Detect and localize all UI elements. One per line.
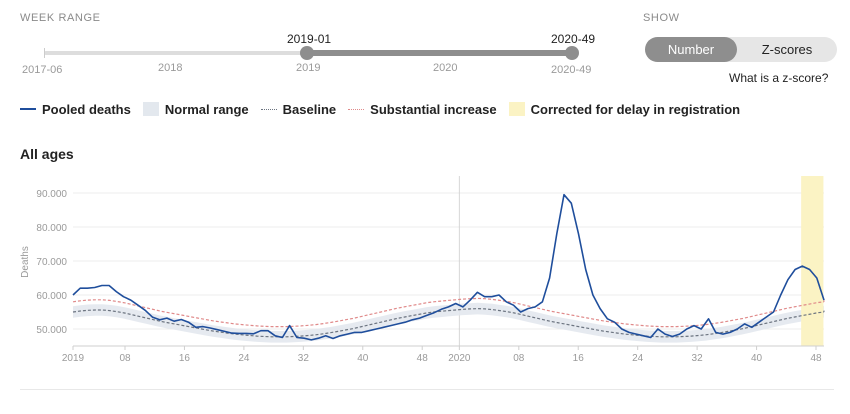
y-axis-label: Deaths	[20, 246, 31, 278]
week-range-title: WEEK RANGE	[20, 12, 101, 24]
x-tick-label: 08	[119, 353, 131, 364]
x-tick-label: 08	[513, 353, 525, 364]
legend-item-normal[interactable]: Normal range	[142, 101, 249, 117]
x-tick-label: 16	[179, 353, 191, 364]
corrected-swatch	[508, 102, 525, 116]
x-tick-label: 16	[573, 353, 585, 364]
normal-range-band	[73, 302, 824, 343]
corrected-region	[801, 176, 824, 346]
chart-title: All ages	[20, 146, 74, 162]
corrected-region-rect	[801, 176, 824, 346]
slider-handle-start[interactable]	[300, 46, 314, 60]
toggle-number-button[interactable]: Number	[645, 37, 737, 62]
legend-item-corrected[interactable]: Corrected for delay in registration	[508, 101, 741, 117]
legend-label-baseline: Baseline	[282, 101, 337, 117]
slider-selected-range[interactable]	[307, 50, 572, 56]
slider-min-tick	[44, 48, 45, 58]
x-tick-label: 2019	[62, 353, 85, 364]
x-tick-label: 32	[298, 353, 310, 364]
normal-range-area	[73, 302, 824, 343]
x-tick-label: 40	[357, 353, 369, 364]
x-tick-label: 24	[632, 353, 644, 364]
pooled-deaths-line	[72, 193, 825, 341]
slider-handle-end[interactable]	[565, 46, 579, 60]
legend-item-pooled[interactable]: Pooled deaths	[20, 102, 131, 117]
x-tick-label: 48	[810, 353, 822, 364]
chart-axes: 50.000 60.000 70.000 80.000 90.000 2019 08 16 24…	[36, 189, 824, 364]
baseline-line	[72, 307, 825, 338]
y-tick-label: 60.000	[36, 291, 67, 302]
slider-year-tick-2020: 2020	[433, 62, 458, 74]
legend-label-pooled: Pooled deaths	[42, 101, 131, 117]
week-range-slider[interactable]: 2019-01 2020-49 2017-06 2018 2019 2020 2…	[20, 30, 620, 80]
legend-label-substantial: Substantial increase	[370, 101, 497, 117]
zscore-help-link[interactable]: What is a z-score?	[729, 71, 829, 85]
x-tick-label: 2020	[448, 353, 471, 364]
slider-max-label: 2020-49	[551, 64, 592, 76]
slider-start-value: 2019-01	[287, 32, 332, 46]
slider-year-tick-2019: 2019	[296, 62, 321, 74]
slider-end-value: 2020-49	[551, 32, 596, 46]
x-tick-label: 24	[238, 353, 250, 364]
slider-year-tick-2018: 2018	[158, 62, 183, 74]
toggle-zscores-button[interactable]: Z-scores	[761, 42, 813, 57]
legend-label-normal: Normal range	[164, 101, 249, 117]
show-toggle[interactable]: Number Z-scores	[645, 37, 837, 62]
x-tick-label: 48	[417, 353, 429, 364]
y-tick-label: 90.000	[36, 189, 67, 200]
legend-label-corrected: Corrected for delay in registration	[530, 101, 741, 117]
normal-range-swatch	[142, 102, 159, 116]
pooled-line-swatch	[20, 108, 36, 110]
legend-item-substantial[interactable]: Substantial increase	[348, 101, 497, 117]
legend: Pooled deaths Normal range Baseline Subs…	[20, 100, 752, 118]
baseline-dash-swatch	[260, 108, 277, 110]
y-tick-label: 80.000	[36, 223, 67, 234]
bottom-divider	[20, 389, 834, 390]
chart-lines	[72, 193, 825, 341]
y-tick-label: 50.000	[36, 325, 67, 336]
deaths-chart[interactable]: 50.000 60.000 70.000 80.000 90.000 2019 08 16 24…	[0, 170, 850, 370]
slider-min-label: 2017-06	[22, 64, 63, 76]
show-title: SHOW	[643, 12, 680, 24]
chart-grid	[73, 176, 824, 346]
y-tick-label: 70.000	[36, 257, 67, 268]
substantial-dash-swatch	[348, 108, 365, 110]
x-tick-label: 32	[692, 353, 704, 364]
legend-item-baseline[interactable]: Baseline	[260, 101, 337, 117]
x-tick-label: 40	[751, 353, 763, 364]
